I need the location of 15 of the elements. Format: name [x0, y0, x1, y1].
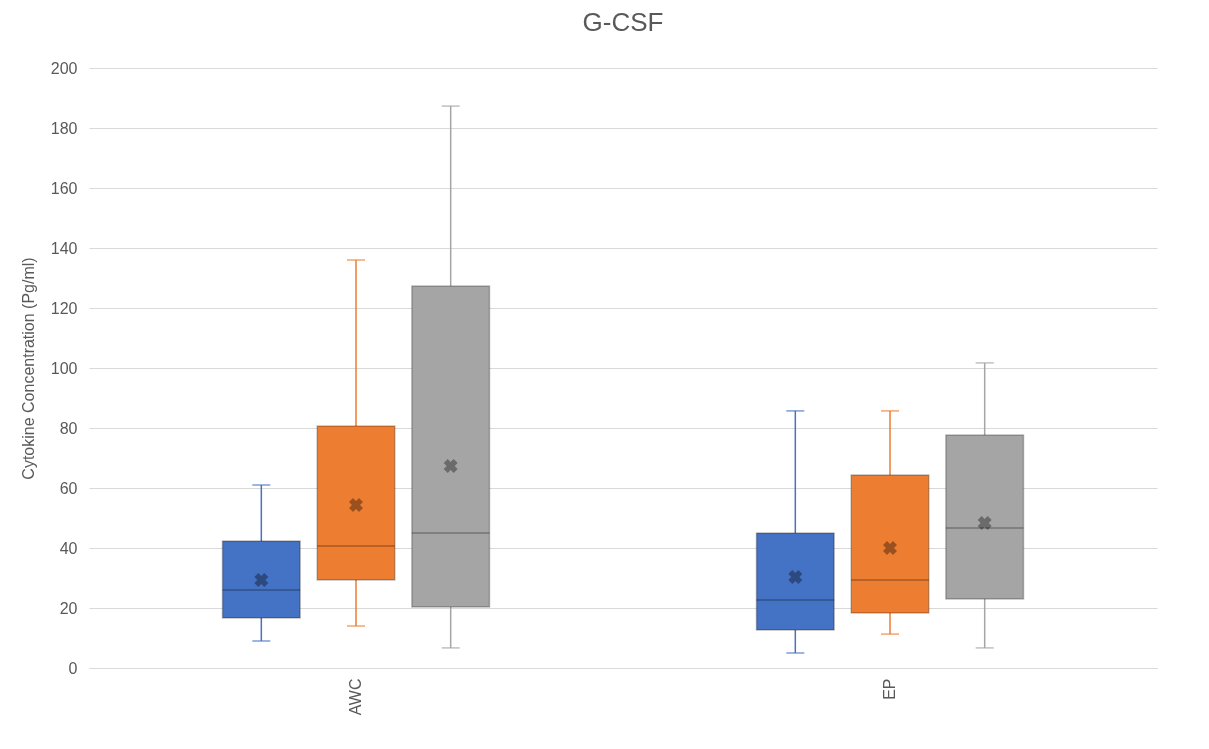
y-tick-label: 140 [50, 239, 78, 257]
y-axis-title: Cytokine Concentration (Pg/ml) [19, 257, 37, 480]
x-tick-label: AWC [347, 678, 364, 716]
y-tick-label: 40 [59, 539, 78, 557]
y-tick-label: 20 [59, 599, 78, 617]
chart-title: G-CSF [582, 7, 664, 37]
y-tick-label: 100 [50, 359, 78, 377]
y-tick-label: 120 [50, 299, 78, 317]
y-tick-label: 0 [68, 659, 78, 677]
x-tick-label: EP [881, 678, 898, 700]
y-tick-label: 160 [50, 179, 78, 197]
y-tick-label: 200 [50, 59, 78, 77]
y-tick-label: 180 [50, 119, 78, 137]
y-tick-label: 60 [59, 479, 78, 497]
y-tick-label: 80 [59, 419, 78, 437]
